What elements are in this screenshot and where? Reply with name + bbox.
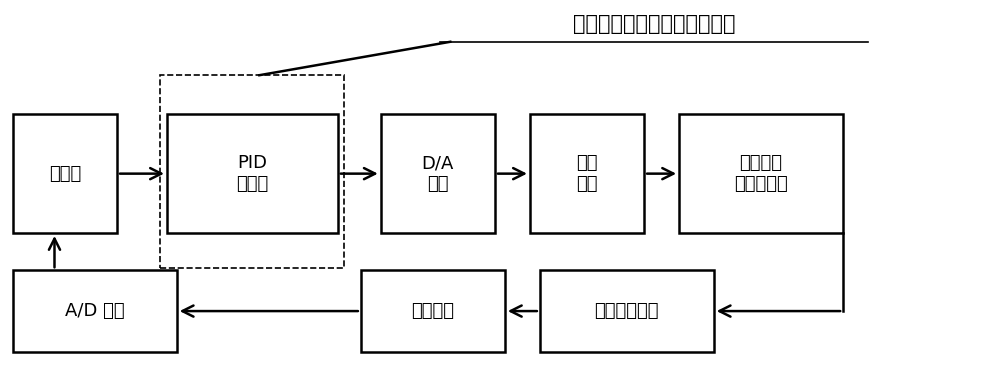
Bar bbox=[160, 75, 344, 268]
Text: 驱动
电源: 驱动 电源 bbox=[576, 154, 598, 193]
Bar bbox=[679, 114, 843, 233]
Text: PID
控制器: PID 控制器 bbox=[236, 154, 269, 193]
Bar bbox=[13, 114, 117, 233]
Bar bbox=[381, 114, 495, 233]
Text: 压电陶瓷
物镜驱动器: 压电陶瓷 物镜驱动器 bbox=[734, 154, 788, 193]
Text: 信号转换: 信号转换 bbox=[411, 302, 454, 320]
Text: 微位移传感器: 微位移传感器 bbox=[595, 302, 659, 320]
Bar bbox=[540, 270, 714, 352]
Bar bbox=[167, 114, 338, 233]
Text: 压电陶瓷物镜驱动器控制方法: 压电陶瓷物镜驱动器控制方法 bbox=[573, 14, 735, 34]
Bar bbox=[361, 270, 505, 352]
Bar bbox=[530, 114, 644, 233]
Bar bbox=[13, 270, 177, 352]
Text: A/D 转换: A/D 转换 bbox=[65, 302, 125, 320]
Text: 单片机: 单片机 bbox=[49, 165, 81, 182]
Text: D/A
转换: D/A 转换 bbox=[422, 154, 454, 193]
